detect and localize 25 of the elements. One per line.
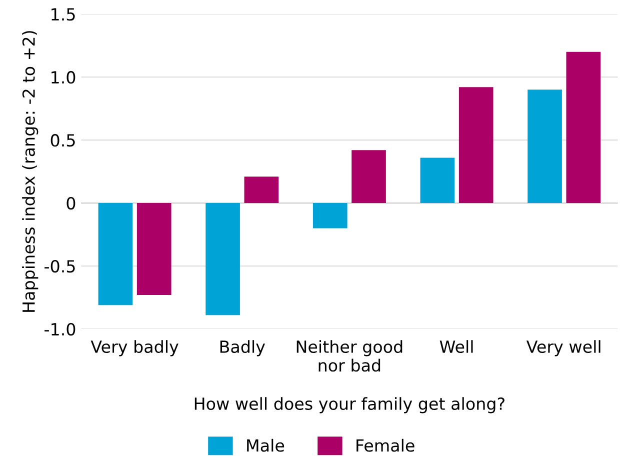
bar — [528, 90, 562, 204]
y-tick-label: 1.5 — [52, 8, 75, 21]
bar — [136, 203, 172, 295]
y-tick-label: 0.5 — [50, 134, 75, 147]
x-tick-label: Badly — [220, 340, 265, 356]
y-tick-label: 0 — [66, 197, 76, 210]
bar — [206, 203, 240, 316]
x-tick-label: Neither good nor bad — [296, 340, 402, 372]
x-axis-title: How well does your family get along? — [194, 397, 504, 414]
bar — [244, 176, 279, 204]
x-tick-label: Well — [440, 340, 473, 354]
legend-label: Male — [247, 438, 284, 452]
y-axis-title: Happiness index (range: -2 to +2) — [22, 31, 38, 312]
y-tick-label: -1.0 — [44, 322, 76, 336]
bar — [98, 203, 133, 306]
bar — [566, 52, 601, 204]
y-tick-label: -0.5 — [44, 260, 75, 273]
x-tick-label: Very well — [526, 340, 600, 356]
x-tick-label: Very badly — [90, 340, 178, 356]
y-tick-label: 1.0 — [52, 71, 76, 84]
legend-label: Female — [356, 438, 414, 452]
bar — [458, 87, 494, 204]
bar — [420, 158, 455, 204]
bar — [312, 203, 348, 228]
bar — [352, 150, 386, 204]
